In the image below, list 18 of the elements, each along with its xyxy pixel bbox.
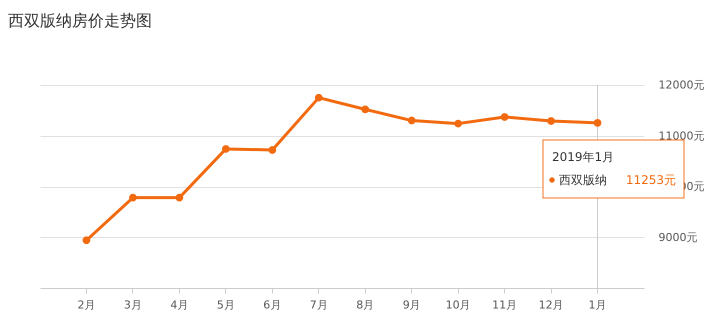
x-tick-label: 2月 — [77, 298, 96, 312]
x-tick-label: 12月 — [538, 298, 564, 312]
x-tick-label: 7月 — [310, 298, 328, 312]
x-tick-label: 1月 — [588, 298, 607, 312]
y-tick-label: 9000元 — [658, 230, 698, 244]
y-tick-label: 11000元 — [658, 129, 704, 142]
x-tick-label: 3月 — [124, 298, 142, 312]
legend-label: 西双版纳 — [559, 173, 607, 187]
x-tick-label: 10月 — [446, 298, 471, 312]
x-tick-label: 6月 — [263, 298, 282, 312]
x-tick-label: 11月 — [492, 298, 518, 312]
x-tick-label: 4月 — [170, 298, 188, 312]
chart-title: 西双版纳房价走势图 — [8, 11, 152, 30]
y-tick-label: 12000元 — [658, 78, 704, 92]
x-tick-label: 5月 — [216, 298, 235, 312]
x-tick-label: 8月 — [356, 298, 374, 312]
annotation: 2019年1月 — [552, 150, 614, 164]
x-tick-label: 9月 — [402, 298, 421, 312]
